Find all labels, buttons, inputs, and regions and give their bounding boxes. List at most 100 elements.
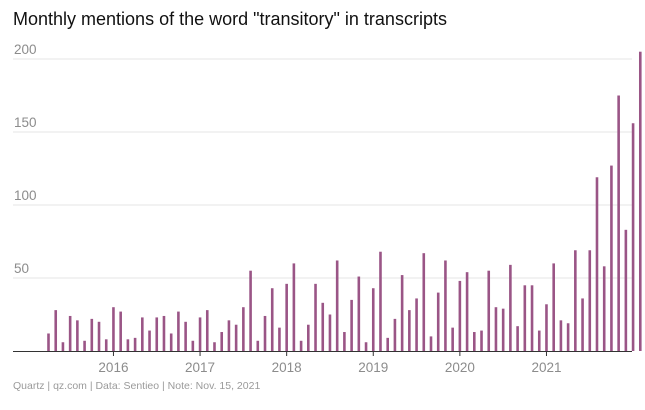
bar-undefined xyxy=(631,123,635,352)
x-tick-label-2016: 2016 xyxy=(98,360,128,375)
chart-title: Monthly mentions of the word "transitory… xyxy=(13,9,447,29)
bar-2017-07 xyxy=(242,307,245,351)
bar-2020-01 xyxy=(458,280,462,351)
bar-2019-08 xyxy=(422,253,426,351)
bar-2020-05 xyxy=(487,270,491,351)
bar-2020-07 xyxy=(501,308,505,351)
bar-2016-01 xyxy=(112,307,115,351)
y-axis-ticks: 50 100 150 200 xyxy=(14,42,37,276)
bar-2017-09 xyxy=(256,340,260,351)
bar-undefined xyxy=(638,51,642,351)
bar-2017-10 xyxy=(263,315,267,351)
bar-2018-06 xyxy=(321,302,325,351)
bar-2019-01 xyxy=(371,288,375,351)
bar-2021-10 xyxy=(610,165,613,351)
bar-2020-03 xyxy=(473,332,476,351)
bar-2020-12 xyxy=(537,330,541,351)
x-tick-label-2021: 2021 xyxy=(531,360,561,375)
bar-2019-09 xyxy=(429,336,433,351)
bar-2021-04 xyxy=(566,323,570,351)
bar-2016-03 xyxy=(126,339,130,351)
bar-2016-05 xyxy=(141,317,144,351)
bar-2016-07 xyxy=(155,317,159,351)
bar-undefined xyxy=(624,229,628,351)
bar-2016-08 xyxy=(162,315,166,351)
bars xyxy=(47,51,642,352)
bar-2019-12 xyxy=(451,327,454,351)
bar-2015-06 xyxy=(61,342,65,351)
bar-2018-02 xyxy=(292,263,296,351)
bar-2021-03 xyxy=(559,320,563,351)
bar-2018-01 xyxy=(285,283,288,351)
bar-2016-10 xyxy=(177,311,180,351)
source-footer: Quartz | qz.com | Data: Sentieo | Note: … xyxy=(13,380,261,392)
bar-2018-08 xyxy=(335,260,339,351)
bar-2020-10 xyxy=(523,285,527,351)
bar-2015-10 xyxy=(90,318,94,351)
bar-2016-11 xyxy=(184,321,187,351)
bar-2016-09 xyxy=(169,333,173,351)
bar-2017-08 xyxy=(249,270,252,351)
y-tick-label-50: 50 xyxy=(14,261,29,276)
bar-2019-03 xyxy=(386,337,389,351)
x-axis-ticks: 2016 2017 2018 2019 2020 2021 xyxy=(98,352,561,375)
bar-2015-04 xyxy=(47,333,50,351)
y-tick-label-200: 200 xyxy=(14,42,37,57)
bar-2015-12 xyxy=(104,339,108,351)
bar-2016-12 xyxy=(191,340,195,351)
bar-2020-06 xyxy=(494,307,498,351)
bar-2017-02 xyxy=(205,310,209,351)
bar-2015-11 xyxy=(97,321,101,351)
bar-2018-05 xyxy=(314,283,317,351)
bar-2017-12 xyxy=(278,327,281,351)
bar-2021-05 xyxy=(574,250,577,351)
bar-2019-10 xyxy=(436,292,440,351)
bar-2018-04 xyxy=(307,324,310,351)
bar-2018-12 xyxy=(364,342,368,351)
bar-2015-08 xyxy=(76,320,79,351)
gridlines xyxy=(13,58,632,279)
bar-2017-11 xyxy=(270,288,274,351)
bar-2021-07 xyxy=(588,250,592,351)
bar-2021-02 xyxy=(552,263,555,351)
bar-2019-06 xyxy=(408,310,411,351)
bar-2019-07 xyxy=(415,298,418,351)
y-tick-label-150: 150 xyxy=(14,115,37,130)
bar-2017-04 xyxy=(220,332,224,351)
bar-2021-11 xyxy=(617,95,620,351)
bar-2017-03 xyxy=(213,342,216,351)
x-tick-label-2017: 2017 xyxy=(185,360,215,375)
bar-2020-08 xyxy=(509,264,512,351)
bar-2018-10 xyxy=(350,299,353,351)
bar-2018-07 xyxy=(328,314,332,351)
bar-2019-04 xyxy=(393,318,397,351)
bar-2016-06 xyxy=(148,330,151,351)
bar-2020-04 xyxy=(480,330,483,351)
bar-2021-09 xyxy=(602,266,606,351)
x-tick-label-2019: 2019 xyxy=(358,360,388,375)
bar-2021-01 xyxy=(545,304,548,351)
bar-2019-05 xyxy=(400,275,404,351)
bar-2017-06 xyxy=(234,324,238,351)
bar-2018-11 xyxy=(357,276,361,351)
bar-2015-09 xyxy=(83,340,86,351)
bar-2020-11 xyxy=(530,285,534,351)
bar-2021-06 xyxy=(581,298,584,351)
x-tick-label-2018: 2018 xyxy=(272,360,302,375)
bar-2016-04 xyxy=(133,337,137,351)
bar-2021-08 xyxy=(595,177,599,351)
bar-2017-05 xyxy=(227,320,231,351)
bar-2018-03 xyxy=(299,340,303,351)
bar-2017-01 xyxy=(198,317,202,351)
bar-2020-02 xyxy=(465,272,469,351)
bar-2020-09 xyxy=(516,326,519,351)
bar-2018-09 xyxy=(343,332,346,351)
bar-2019-11 xyxy=(444,260,447,351)
bar-2015-07 xyxy=(68,315,72,351)
x-tick-label-2020: 2020 xyxy=(445,360,475,375)
y-tick-label-100: 100 xyxy=(14,188,37,203)
bar-2019-02 xyxy=(379,251,382,351)
bar-2016-02 xyxy=(119,311,122,351)
bar-2015-05 xyxy=(54,310,58,351)
